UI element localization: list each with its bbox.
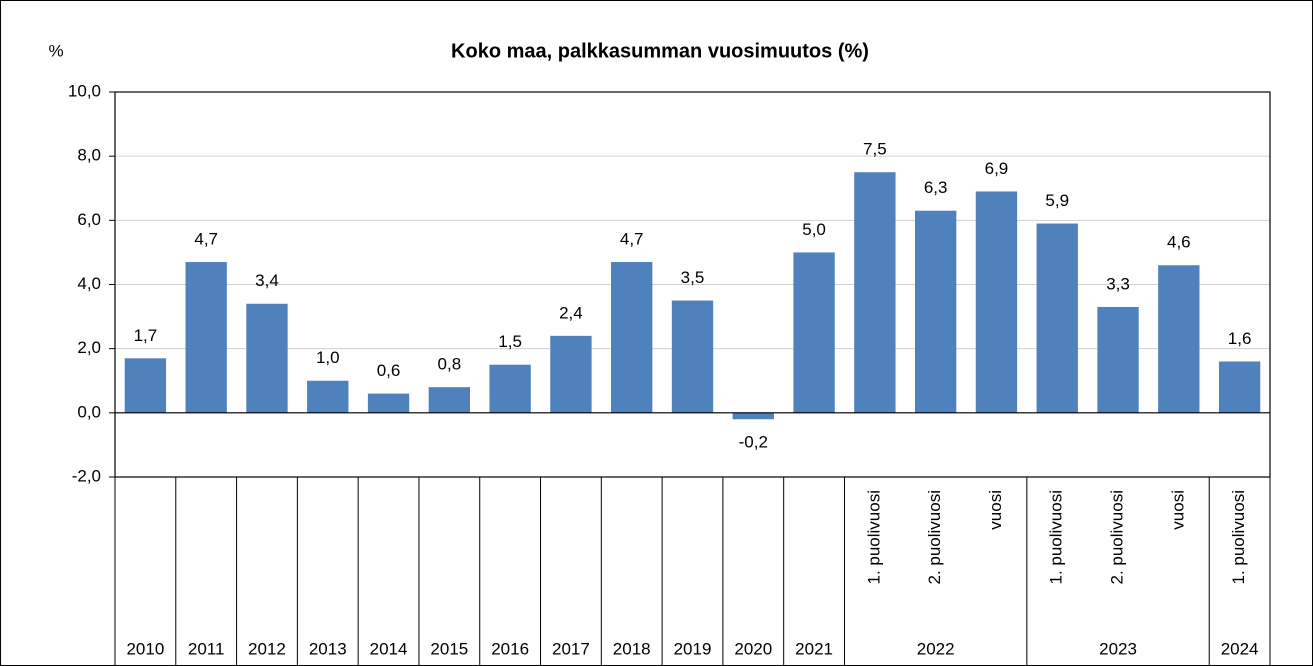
bar	[975, 191, 1018, 413]
bar	[1036, 223, 1078, 413]
x-group-label: 2020	[734, 639, 772, 658]
x-group-label: 2017	[552, 639, 590, 658]
x-group-label: 2023	[1099, 639, 1137, 658]
y-tick-label: -2,0	[72, 466, 101, 485]
y-tick-label: 8,0	[77, 146, 101, 165]
chart-title: Koko maa, palkkasumman vuosimuutos (%)	[451, 40, 869, 62]
x-group-label: 2014	[370, 639, 408, 658]
x-tick-label: 1. puolivuosi	[1047, 490, 1066, 585]
data-label: 3,4	[255, 271, 279, 290]
data-label: 5,9	[1045, 191, 1069, 210]
bar	[246, 303, 288, 413]
bar	[367, 393, 410, 413]
y-tick-label: 6,0	[77, 210, 101, 229]
bar	[307, 380, 349, 413]
x-tick-label: 2. puolivuosi	[1108, 490, 1127, 585]
bar	[185, 262, 227, 413]
bar	[1218, 361, 1261, 413]
x-group-label: 2024	[1221, 639, 1259, 658]
x-tick-label: vuosi	[1168, 490, 1187, 530]
bar	[914, 210, 957, 413]
x-tick-label: 1. puolivuosi	[1229, 490, 1248, 585]
x-group-label: 2013	[309, 639, 347, 658]
data-label: 7,5	[863, 140, 887, 159]
bar	[489, 364, 531, 413]
x-group-label: 2018	[613, 639, 651, 658]
data-label: 1,5	[498, 332, 522, 351]
x-group-label: 2016	[491, 639, 529, 658]
data-label: 4,7	[620, 230, 644, 249]
bar	[611, 262, 653, 413]
bar	[550, 335, 592, 413]
x-tick-label: 1. puolivuosi	[864, 490, 883, 585]
bar	[671, 300, 714, 413]
bar	[1158, 265, 1200, 413]
data-label: 6,9	[985, 159, 1009, 178]
bar	[124, 358, 167, 413]
data-label: 0,6	[377, 361, 401, 380]
data-label: 3,5	[681, 268, 705, 287]
bar	[732, 412, 774, 420]
x-group-label: 2022	[917, 639, 955, 658]
y-tick-label: 0,0	[77, 402, 101, 421]
data-label: 0,8	[438, 355, 462, 374]
x-group-label: 2015	[430, 639, 468, 658]
data-label: 1,0	[316, 348, 340, 367]
x-tick-label: vuosi	[986, 490, 1005, 530]
data-label: 2,4	[559, 303, 583, 322]
bar	[854, 172, 896, 413]
data-label: 1,6	[1228, 329, 1252, 348]
x-group-label: 2010	[126, 639, 164, 658]
y-tick-label: 4,0	[77, 274, 101, 293]
bar	[793, 252, 835, 413]
data-label: 1,7	[134, 326, 158, 345]
data-label: -0,2	[739, 433, 768, 452]
y-axis-label: %	[48, 41, 63, 60]
data-label: 3,3	[1106, 274, 1130, 293]
x-group-label: 2019	[674, 639, 712, 658]
data-label: 4,6	[1167, 233, 1191, 252]
y-tick-label: 2,0	[77, 338, 101, 357]
data-label: 4,7	[194, 230, 218, 249]
data-label: 6,3	[924, 178, 948, 197]
bar	[428, 387, 471, 413]
x-group-label: 2012	[248, 639, 286, 658]
x-group-label: 2021	[795, 639, 833, 658]
plot-border	[114, 91, 1271, 478]
data-label: 5,0	[802, 220, 826, 239]
x-tick-label: 2. puolivuosi	[925, 490, 944, 585]
x-group-label: 2011	[188, 639, 225, 658]
bar	[1097, 306, 1139, 413]
y-tick-label: 10,0	[68, 81, 101, 100]
